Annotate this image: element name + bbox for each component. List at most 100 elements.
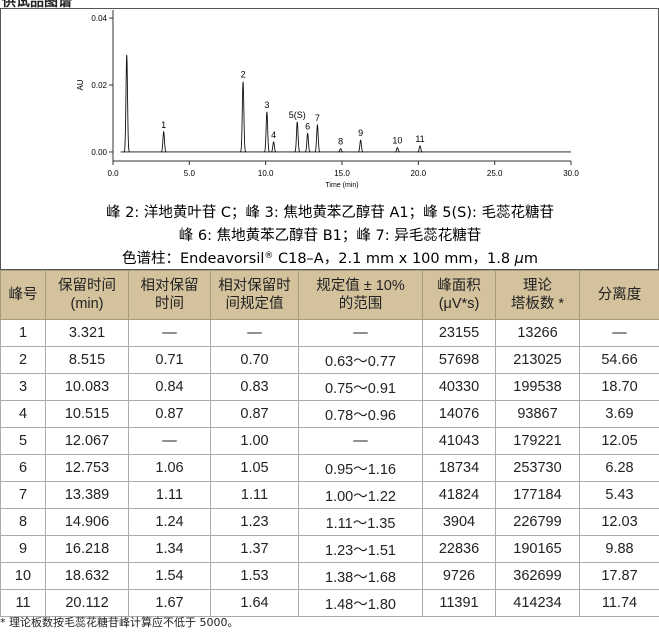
- table-cell: 0.78～0.96: [298, 400, 423, 428]
- header-line: 间规定值: [225, 296, 284, 312]
- header-line: 理论: [523, 278, 552, 294]
- table-cell: 414234: [495, 589, 580, 617]
- table-cell: 1.23: [210, 508, 299, 536]
- peak: [416, 145, 424, 153]
- table-cell: 7: [0, 481, 46, 509]
- header-line: 分离度: [597, 287, 642, 303]
- table-cell: 12.03: [579, 508, 659, 536]
- table-cell: 18734: [422, 454, 496, 482]
- table-cell: —: [128, 427, 211, 455]
- table-cell: 1.11: [128, 481, 211, 509]
- table-cell: 18.632: [45, 562, 129, 590]
- table-cell: 5: [0, 427, 46, 455]
- table-cell: 6: [0, 454, 46, 482]
- header-line: 相对保留时: [218, 278, 291, 294]
- caption: 色谱柱：Endeavorsil® C18–A，2.1 mm x 100 mm，1…: [122, 250, 538, 267]
- peak-label: 3: [264, 100, 269, 110]
- peak: [270, 141, 277, 153]
- peak-label: 10: [392, 136, 402, 146]
- table-cell: 57698: [422, 346, 496, 374]
- caption-part: μ: [514, 251, 524, 267]
- header-line: 时间: [155, 296, 184, 312]
- table-row: 1 3.321— — —23155 13266—: [0, 319, 659, 347]
- table-cell: 9.88: [579, 535, 659, 563]
- header-line: 峰面积: [437, 278, 481, 294]
- table-cell: 12.753: [45, 454, 129, 482]
- table-cell: 0.84: [128, 373, 211, 401]
- table-cell: 13.389: [45, 481, 129, 509]
- peak-label: 2: [241, 70, 246, 80]
- table-cell: 1.06: [128, 454, 211, 482]
- header-cell: 分离度: [579, 270, 659, 320]
- table-row: 2 8.515 0.71 0.70 0.63～0.77 57698 213025 54.66: [0, 346, 659, 374]
- table-cell: 20.112: [45, 589, 129, 617]
- table-cell: 1.11: [210, 481, 299, 509]
- table-row: 5 12.067—1.00—41043 179221 12.05: [0, 427, 659, 455]
- chromatogram: 0.00 0.02 0.04 0.0 5.0 10.0 15.0 20.0 25.0 30.0 Ti…: [0, 8, 659, 270]
- header-line: 相对保留: [140, 278, 199, 294]
- table-cell: 9: [0, 535, 46, 563]
- table-cell: 0.75～0.91: [298, 373, 423, 401]
- table-cell: 40330: [422, 373, 496, 401]
- table-row: 10 18.632 1.54 1.53 1.38～1.68 9726 362699 17.87: [0, 562, 659, 590]
- table-cell: 5.43: [579, 481, 659, 509]
- table-cell: 177184: [495, 481, 580, 509]
- table-cell: 1.05: [210, 454, 299, 482]
- header-title: 供试品图谱: [2, 0, 72, 10]
- table-cell: 3: [0, 373, 46, 401]
- table-row: 8 14.906 1.24 1.23 1.11～1.35 3904 226799 12.03: [0, 508, 659, 536]
- table-cell: 12.067: [45, 427, 129, 455]
- table-cell: 1.37: [210, 535, 299, 563]
- table-cell: 1.24: [128, 508, 211, 536]
- table-cell: 0.95～1.16: [298, 454, 423, 482]
- table-cell: 226799: [495, 508, 580, 536]
- table-cell: 18.70: [579, 373, 659, 401]
- peak-label: 9: [358, 128, 363, 138]
- y-tick-label: 0.04: [91, 14, 107, 23]
- peak: [239, 81, 247, 153]
- table-cell: —: [579, 319, 659, 347]
- table-cell: 190165: [495, 535, 580, 563]
- table-cell: 1.38～1.68: [298, 562, 423, 590]
- header-cell: 峰面积 (μV*s): [422, 270, 496, 320]
- peak: [314, 123, 321, 153]
- table-cell: 1.11～1.35: [298, 508, 423, 536]
- header-cell: 理论塔板数 *: [495, 270, 580, 320]
- header-line: 塔板数 *: [510, 296, 565, 312]
- table-cell: 23155: [422, 319, 496, 347]
- x-tick-label: 30.0: [563, 169, 579, 178]
- header-cell: 峰号: [0, 270, 46, 320]
- caption-part: C18–A，2.1 mm x 100 mm，1.8: [273, 251, 514, 267]
- table-cell: 9726: [422, 562, 496, 590]
- header-cell: 保留时间 (min): [45, 270, 129, 320]
- table-cell: 12.05: [579, 427, 659, 455]
- y-axis-label: AU: [76, 79, 85, 90]
- table-cell: 1.64: [210, 589, 299, 617]
- table-cell: 6.28: [579, 454, 659, 482]
- peak-label: 11: [415, 134, 424, 144]
- table-cell: 54.66: [579, 346, 659, 374]
- table-cell: 14.906: [45, 508, 129, 536]
- table-cell: 1.23～1.51: [298, 535, 423, 563]
- table-cell: 199538: [495, 373, 580, 401]
- table-cell: 1.53: [210, 562, 299, 590]
- x-axis-label: Time (min): [325, 182, 358, 189]
- table-cell: 0.87: [210, 400, 299, 428]
- table-cell: 253730: [495, 454, 580, 482]
- table-cell: 179221: [495, 427, 580, 455]
- header-line: (μV*s): [438, 296, 480, 312]
- header-cell: 相对保留 时间: [128, 270, 211, 320]
- table-cell: —: [128, 319, 211, 347]
- header-line: 的范围: [338, 296, 383, 312]
- table-cell: 14076: [422, 400, 496, 428]
- table-row: 4 10.515 0.87 0.87 0.78～0.96 14076 93867 3.69: [0, 400, 659, 428]
- table-cell: 17.87: [579, 562, 659, 590]
- table-row: 11 20.112 1.67 1.64 1.48～1.80 11391 414234 11.7…: [0, 589, 659, 617]
- y-tick-label: 0.00: [91, 148, 107, 157]
- table-cell: 3.321: [45, 319, 129, 347]
- table-row: 6 12.753 1.06 1.05 0.95～1.16 18734 253730 6.28: [0, 454, 659, 482]
- peak-label: 7: [315, 113, 320, 123]
- peak: [337, 148, 344, 153]
- caption-part: 峰 2: 洋地黄叶苷 C；峰 3: 焦地黄苯乙醇苷 A1；峰 5(S): 毛蕊花…: [106, 204, 554, 221]
